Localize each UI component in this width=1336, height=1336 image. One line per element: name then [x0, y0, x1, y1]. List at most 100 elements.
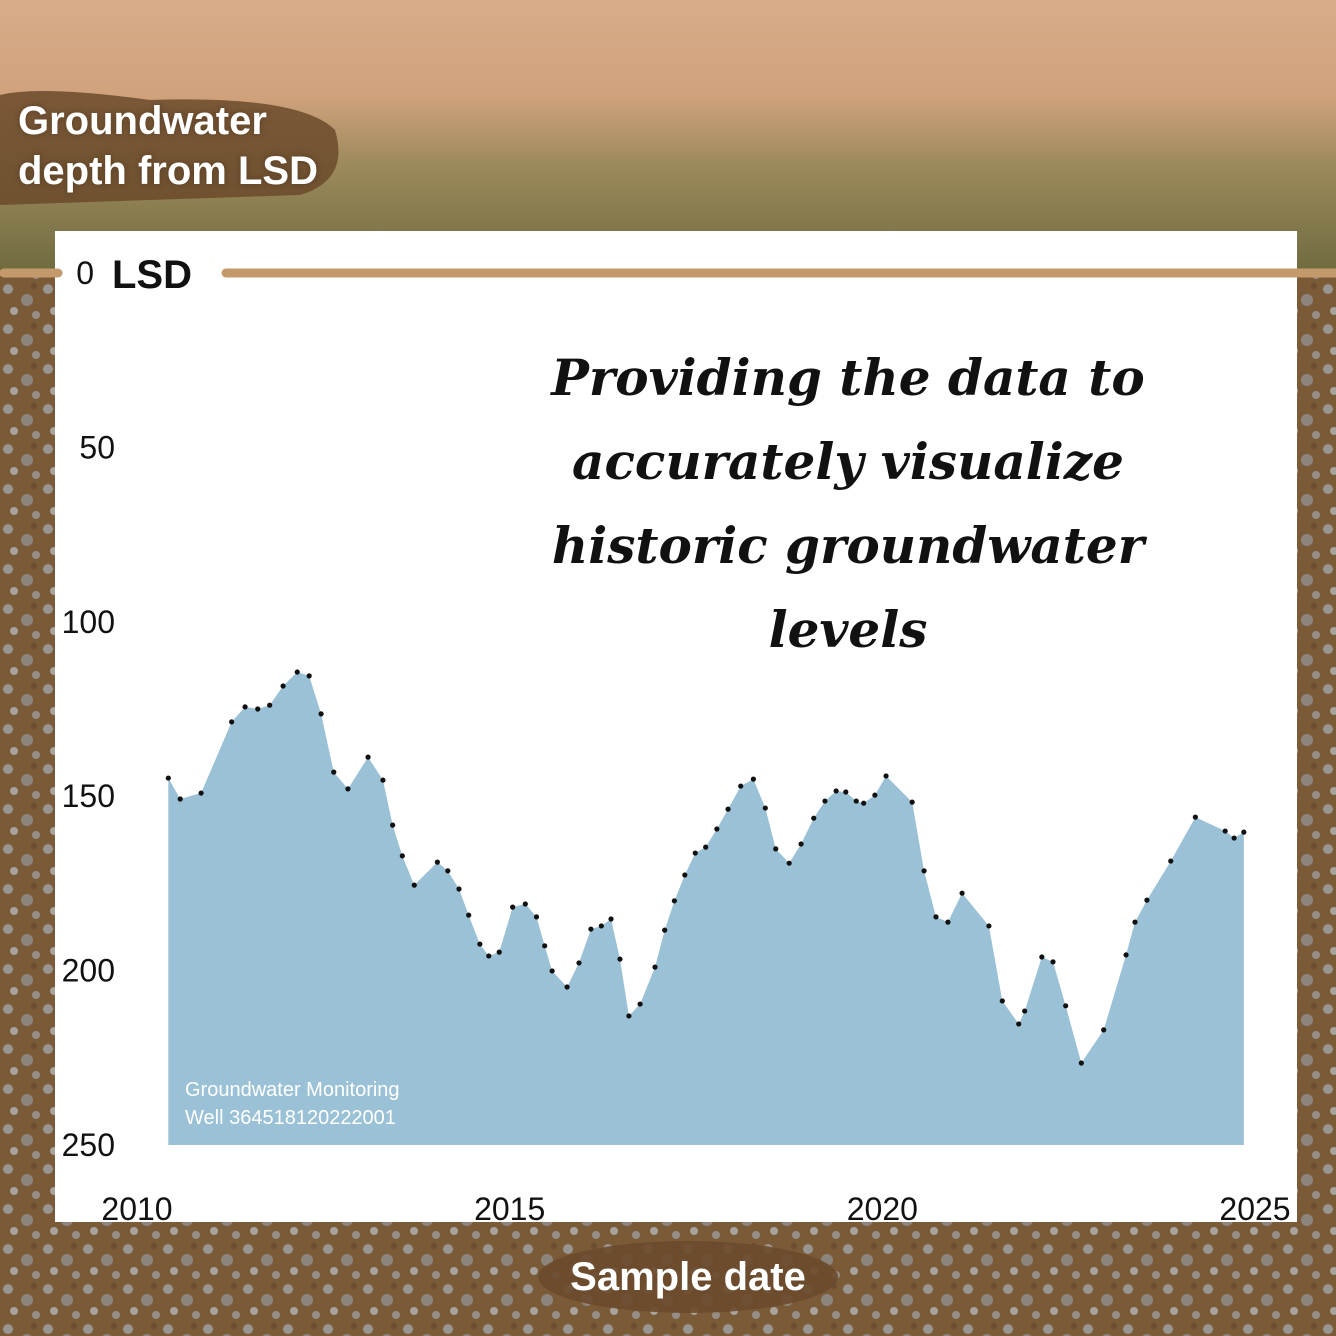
data-point: [933, 914, 939, 920]
data-point: [692, 850, 698, 856]
data-point: [255, 706, 261, 712]
annotation: Providing the data to accurately visuali…: [551, 348, 1145, 659]
data-point: [1039, 954, 1045, 960]
x-tick-label: 2025: [1219, 1191, 1290, 1227]
data-point: [626, 1013, 632, 1019]
data-point: [811, 815, 817, 821]
data-point: [177, 796, 183, 802]
x-tick-label: 2010: [101, 1191, 172, 1227]
data-point: [1101, 1027, 1107, 1033]
note: Groundwater Monitoring Well 364518120222…: [185, 1079, 400, 1129]
data-point: [365, 754, 371, 760]
data-point: [1078, 1060, 1084, 1066]
data-point: [466, 912, 472, 918]
data-point: [1016, 1021, 1022, 1027]
data-point: [1022, 1008, 1028, 1014]
data-point: [1063, 1003, 1069, 1009]
data-point: [1241, 829, 1247, 835]
data-point: [598, 923, 604, 929]
data-point: [267, 702, 273, 708]
data-point: [1050, 959, 1056, 965]
data-point: [542, 943, 548, 949]
data-point: [608, 916, 614, 922]
data-point: [833, 788, 839, 794]
data-point: [456, 886, 462, 892]
data-point: [576, 960, 582, 966]
data-point: [762, 805, 768, 811]
data-point: [306, 673, 312, 679]
y-tick-label: 150: [62, 778, 115, 814]
data-point: [1192, 814, 1198, 820]
data-point: [703, 844, 709, 850]
data-point: [725, 806, 731, 812]
data-point: [750, 776, 756, 782]
y-tick-label: 0: [76, 255, 94, 291]
data-point: [872, 792, 878, 798]
label-blob: [538, 1241, 838, 1313]
data-point: [242, 704, 248, 710]
data-point: [229, 719, 235, 725]
y-tick-label: 50: [79, 429, 115, 465]
data-point: [318, 711, 324, 717]
data-point: [588, 926, 594, 932]
y-tick-label: 250: [62, 1127, 115, 1163]
data-point: [1168, 858, 1174, 864]
x-axis-title: Sample date: [570, 1255, 806, 1299]
data-point: [390, 822, 396, 828]
data-point: [411, 882, 417, 888]
data-point: [921, 868, 927, 874]
data-point: [682, 872, 688, 878]
data-point: [533, 914, 540, 920]
x-tick-label: 2015: [474, 1191, 545, 1227]
data-point: [477, 941, 483, 947]
data-point: [637, 1001, 643, 1007]
data-point: [1123, 952, 1129, 958]
data-point: [652, 964, 658, 970]
label-blob: [0, 91, 339, 205]
data-point: [671, 898, 677, 904]
y-tick-label: 100: [62, 604, 115, 640]
data-point: [853, 798, 859, 804]
data-point: [198, 790, 204, 796]
data-point: [564, 984, 570, 990]
data-point: [522, 901, 528, 907]
data-point: [909, 799, 915, 805]
data-point: [738, 783, 744, 789]
data-point: [496, 949, 502, 955]
data-point: [1132, 919, 1138, 925]
data-point: [445, 868, 451, 874]
data-point: [714, 826, 720, 832]
data-point: [280, 683, 286, 689]
data-point: [380, 777, 386, 783]
data-point: [1222, 828, 1228, 834]
data-point: [822, 798, 828, 804]
data-point: [959, 890, 965, 896]
x-tick-label: 2020: [847, 1191, 918, 1227]
data-point: [843, 789, 849, 795]
data-point: [399, 853, 405, 859]
y-tick-label: 200: [62, 953, 115, 989]
data-point: [294, 669, 300, 675]
data-point: [999, 998, 1005, 1004]
data-point: [773, 846, 779, 852]
data-point: [510, 904, 516, 910]
data-point: [786, 860, 792, 866]
data-point: [798, 841, 804, 847]
data-point: [945, 919, 951, 925]
data-point: [617, 956, 623, 962]
data-point: [662, 927, 668, 933]
data-point: [1231, 835, 1237, 841]
data-point: [986, 923, 992, 929]
zero-label: LSD: [112, 253, 192, 297]
data-point: [549, 968, 555, 974]
data-point: [883, 773, 889, 779]
data-point: [1144, 897, 1150, 903]
data-point: [331, 769, 337, 775]
data-point: [345, 786, 351, 792]
data-point: [486, 953, 492, 959]
area: [168, 672, 1244, 1145]
y-axis-title: Groundwater depth from LSD: [18, 99, 318, 193]
data-point: [165, 775, 171, 781]
